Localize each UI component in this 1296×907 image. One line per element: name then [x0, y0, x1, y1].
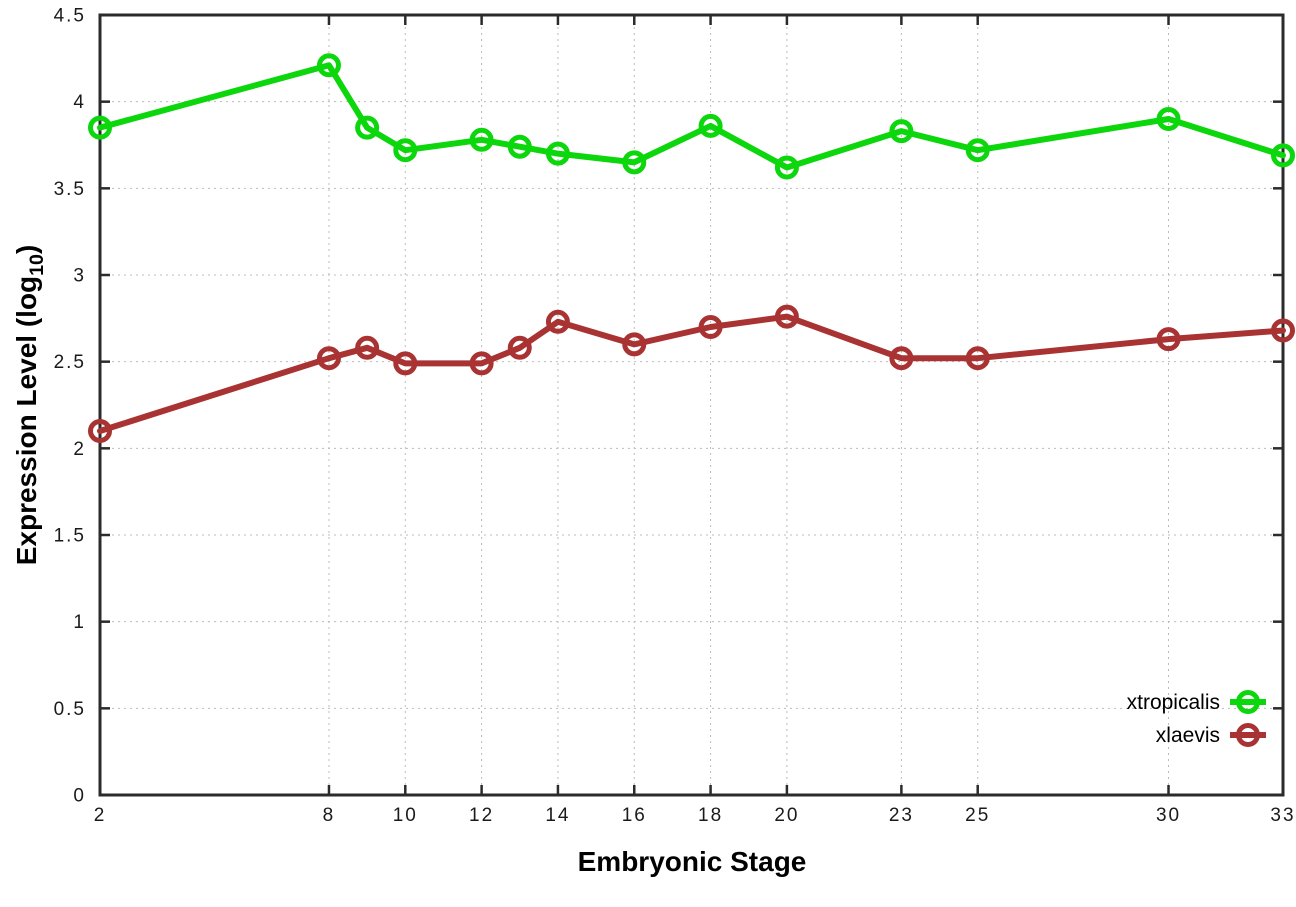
data-point-xlaevis — [1271, 318, 1295, 343]
data-point-xlaevis — [393, 351, 418, 376]
y-tick-label: 0 — [73, 786, 86, 807]
x-tick-label: 8 — [323, 805, 336, 826]
data-point-xtropicalis — [469, 127, 494, 152]
y-tick-label: 0.5 — [54, 699, 86, 720]
data-point-xlaevis — [1156, 327, 1181, 352]
data-point-xtropicalis — [698, 113, 723, 138]
y-axis-title: Expression Level (log10) — [11, 245, 49, 566]
y-axis-title-subscript: 10 — [25, 254, 48, 276]
y-tick-label: 1.5 — [54, 526, 86, 547]
x-tick-label: 23 — [889, 805, 914, 826]
x-tick-label: 12 — [469, 805, 494, 826]
legend-marker-xlaevis — [1236, 723, 1260, 747]
y-tick-label: 3 — [73, 266, 86, 287]
data-point-xtropicalis — [355, 115, 380, 140]
y-tick-label: 4.5 — [54, 6, 86, 27]
data-point-xlaevis — [698, 315, 723, 339]
data-point-xtropicalis — [88, 115, 112, 140]
data-point-xtropicalis — [545, 141, 570, 166]
data-point-xtropicalis — [393, 138, 418, 163]
legend-marker-xtropicalis — [1236, 690, 1260, 714]
series-line-xlaevis — [97, 313, 1286, 434]
y-tick-label: 2.5 — [54, 352, 86, 373]
x-tick-label: 16 — [622, 805, 647, 826]
x-tick-label: 20 — [774, 805, 799, 826]
data-point-xlaevis — [88, 419, 112, 443]
x-tick-label: 14 — [545, 805, 570, 826]
legend-label-xtropicalis: xtropicalis — [1127, 691, 1220, 714]
data-point-xlaevis — [889, 346, 914, 371]
legend-label-xlaevis: xlaevis — [1156, 724, 1220, 747]
y-tick-label: 4 — [73, 92, 86, 113]
data-point-xlaevis — [355, 335, 380, 360]
data-point-xtropicalis — [316, 53, 341, 78]
data-point-xtropicalis — [622, 150, 647, 175]
x-tick-label: 33 — [1270, 805, 1295, 826]
y-tick-label: 2 — [73, 439, 86, 460]
data-point-xtropicalis — [1271, 143, 1295, 168]
y-axis-title-text: Expression Level (log — [11, 275, 43, 566]
data-point-xlaevis — [545, 309, 570, 334]
plot-border — [98, 13, 1285, 797]
series-line-xtropicalis — [97, 62, 1286, 171]
data-point-xlaevis — [507, 335, 532, 360]
y-tick-label: 3.5 — [54, 179, 86, 200]
data-point-xlaevis — [316, 346, 341, 371]
data-point-xlaevis — [774, 304, 799, 329]
y-axis-title-close: ) — [11, 244, 43, 255]
data-point-xtropicalis — [965, 138, 990, 163]
y-tick-label: 1 — [73, 612, 86, 633]
x-tick-label: 18 — [698, 805, 723, 826]
data-point-xtropicalis — [507, 134, 532, 159]
x-axis-title: Embryonic Stage — [577, 846, 807, 877]
x-tick-label: 2 — [94, 805, 107, 826]
data-point-xtropicalis — [1156, 107, 1181, 131]
data-point-xtropicalis — [889, 119, 914, 144]
data-point-xlaevis — [469, 351, 494, 376]
x-tick-label: 25 — [965, 805, 990, 826]
data-point-xtropicalis — [774, 155, 799, 180]
data-point-xlaevis — [965, 346, 990, 371]
x-tick-label: 10 — [393, 805, 418, 826]
data-point-xlaevis — [622, 332, 647, 357]
x-tick-label: 30 — [1156, 805, 1181, 826]
